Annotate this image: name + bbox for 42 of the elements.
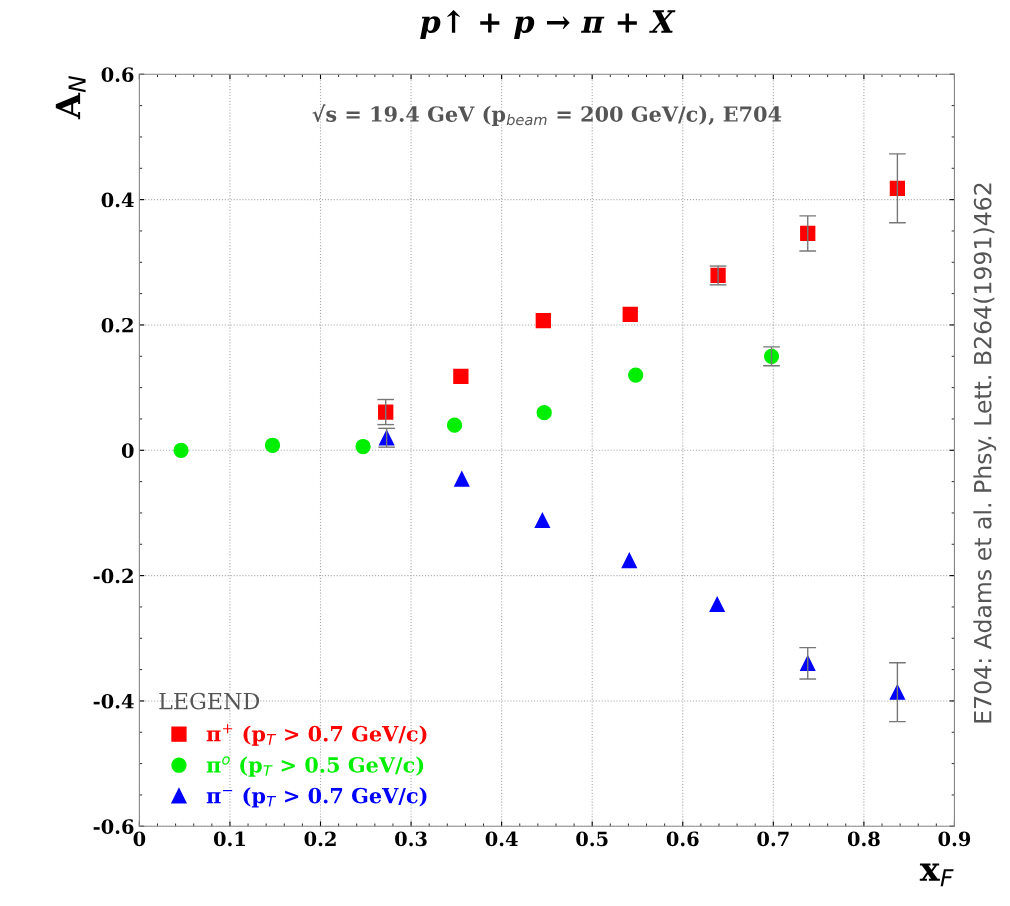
x-axis-title: x$_{F}$ [919, 863, 954, 887]
y-axis-title: A$_{N}$ [55, 75, 86, 120]
legend-label: π$^{+}$ (p$_{T}$ > 0.7 GeV/c) [206, 724, 427, 746]
y-tick-label: -0.2 [93, 568, 133, 584]
x-tick-label: 0.2 [304, 831, 336, 847]
point [889, 180, 906, 196]
legend-label: π$^{o}$ (p$_{T}$ > 0.5 GeV/c) [206, 756, 424, 777]
y-tick-label: 0 [121, 443, 134, 458]
x-tick-label: 0.7 [757, 831, 789, 847]
x-tick-label: 0 [133, 831, 146, 847]
point [709, 596, 725, 613]
point [628, 367, 644, 383]
point [453, 368, 469, 384]
x-tick-label: 0.3 [395, 831, 427, 847]
x-tick-label: 0.8 [847, 831, 880, 847]
x-tick-label: 0.1 [213, 831, 245, 847]
point [535, 312, 551, 329]
point [446, 417, 463, 433]
y-tick-label: 0.6 [101, 67, 134, 82]
text: √s = 19.4 GeV (p$_{beam}$ = 200 GeV/c), E704 [312, 104, 782, 126]
x-tick-label: 0.4 [485, 831, 518, 847]
x-tick-label: 0.9 [938, 831, 971, 847]
legend-title: LEGEND [159, 692, 260, 710]
y-tick-label: -0.4 [93, 693, 134, 709]
point [355, 438, 371, 455]
point [536, 405, 552, 421]
point [264, 437, 281, 453]
chart-title: p↑ + p → π + X [420, 9, 676, 39]
y-tick-label: -0.6 [93, 819, 134, 834]
point [173, 442, 189, 458]
y-tick-label: 0.2 [101, 317, 133, 333]
legend-label: π$^{−}$ (p$_{T}$ > 0.7 GeV/c) [206, 787, 427, 808]
point [800, 225, 816, 242]
x-tick-label: 0.6 [666, 831, 699, 847]
point [621, 552, 637, 569]
y-tick-label: 0.4 [101, 192, 134, 208]
x-tick-label: 0.5 [576, 831, 608, 847]
point [534, 512, 551, 529]
point [622, 306, 638, 322]
text: E704: Adams et al. Phsy. Lett. B264(1991)462 [973, 183, 997, 723]
point [378, 404, 394, 420]
point [454, 471, 470, 487]
